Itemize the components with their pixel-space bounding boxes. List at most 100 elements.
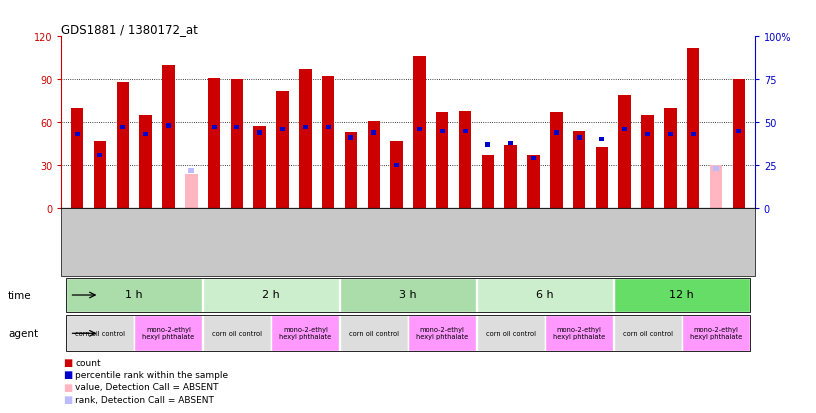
Bar (641, 116, 654, 209)
Bar (344, 133, 357, 209)
Text: mono-2-ethyl
hexyl phthalate: mono-2-ethyl hexyl phthalate (416, 326, 468, 339)
Bar (277, 91, 289, 209)
Bar (71, 109, 83, 209)
Bar (94, 141, 106, 209)
Bar (600, 138, 605, 142)
Text: ■: ■ (63, 394, 72, 404)
Bar (667, 133, 673, 137)
Bar (623, 128, 628, 132)
Bar (682, 316, 750, 351)
Bar (367, 121, 380, 209)
Bar (527, 156, 539, 209)
Bar (596, 147, 608, 209)
Bar (531, 157, 536, 161)
Text: corn oil control: corn oil control (348, 330, 399, 336)
Bar (299, 70, 312, 209)
Text: ■: ■ (63, 357, 72, 367)
Bar (417, 128, 422, 132)
Text: mono-2-ethyl
hexyl phthalate: mono-2-ethyl hexyl phthalate (553, 326, 605, 339)
Bar (408, 316, 477, 351)
Bar (687, 49, 699, 209)
Bar (303, 126, 308, 130)
Bar (231, 80, 243, 209)
Bar (459, 112, 472, 209)
Bar (504, 146, 517, 209)
Bar (326, 126, 330, 130)
Bar (463, 129, 468, 133)
Text: 3 h: 3 h (399, 290, 417, 299)
Bar (577, 136, 582, 140)
Text: corn oil control: corn oil control (212, 330, 262, 336)
Bar (619, 96, 631, 209)
Bar (322, 77, 335, 209)
Bar (117, 83, 129, 209)
Text: rank, Detection Call = ABSENT: rank, Detection Call = ABSENT (75, 395, 214, 404)
Bar (614, 316, 681, 351)
Text: 2 h: 2 h (262, 290, 280, 299)
Bar (135, 316, 202, 351)
Bar (348, 136, 353, 140)
Text: ■: ■ (63, 370, 72, 380)
Bar (208, 78, 220, 209)
Bar (614, 278, 750, 312)
Bar (481, 156, 494, 209)
Bar (185, 174, 197, 209)
Bar (664, 109, 676, 209)
Bar (545, 316, 613, 351)
Bar (733, 80, 745, 209)
Bar (554, 131, 559, 135)
Text: mono-2-ethyl
hexyl phthalate: mono-2-ethyl hexyl phthalate (142, 326, 194, 339)
Text: mono-2-ethyl
hexyl phthalate: mono-2-ethyl hexyl phthalate (279, 326, 331, 339)
Text: agent: agent (8, 328, 38, 339)
Bar (257, 131, 262, 135)
Text: time: time (8, 290, 32, 300)
Bar (440, 129, 445, 133)
Bar (203, 278, 339, 312)
Text: 6 h: 6 h (536, 290, 554, 299)
Text: GDS1881 / 1380172_at: GDS1881 / 1380172_at (61, 23, 198, 36)
Bar (254, 127, 266, 209)
Bar (97, 153, 103, 158)
Bar (66, 278, 202, 312)
Bar (436, 113, 449, 209)
Bar (203, 316, 271, 351)
Bar (211, 126, 216, 130)
Text: mono-2-ethyl
hexyl phthalate: mono-2-ethyl hexyl phthalate (690, 326, 742, 339)
Text: percentile rank within the sample: percentile rank within the sample (75, 370, 228, 379)
Bar (162, 66, 175, 209)
Bar (645, 133, 650, 137)
Text: 1 h: 1 h (126, 290, 143, 299)
Bar (710, 166, 722, 209)
Bar (713, 166, 719, 172)
Bar (550, 113, 562, 209)
Text: corn oil control: corn oil control (75, 330, 125, 336)
Bar (477, 316, 544, 351)
Text: corn oil control: corn oil control (486, 330, 535, 336)
Bar (339, 278, 477, 312)
Text: count: count (75, 358, 100, 367)
Bar (690, 133, 696, 137)
Bar (390, 141, 403, 209)
Bar (188, 169, 194, 173)
Bar (140, 116, 152, 209)
Text: corn oil control: corn oil control (623, 330, 672, 336)
Bar (508, 141, 513, 145)
Text: 12 h: 12 h (669, 290, 694, 299)
Bar (394, 164, 399, 168)
Bar (371, 131, 376, 135)
Bar (166, 124, 171, 128)
Bar (339, 316, 408, 351)
Bar (234, 126, 239, 130)
Text: ■: ■ (63, 382, 72, 392)
Bar (477, 278, 613, 312)
Text: value, Detection Call = ABSENT: value, Detection Call = ABSENT (75, 382, 219, 392)
Bar (413, 57, 426, 209)
Bar (573, 131, 585, 209)
Bar (143, 133, 149, 137)
Bar (280, 128, 285, 132)
Bar (736, 129, 742, 133)
Bar (74, 133, 80, 137)
Bar (486, 143, 490, 147)
Bar (66, 316, 134, 351)
Bar (120, 126, 126, 130)
